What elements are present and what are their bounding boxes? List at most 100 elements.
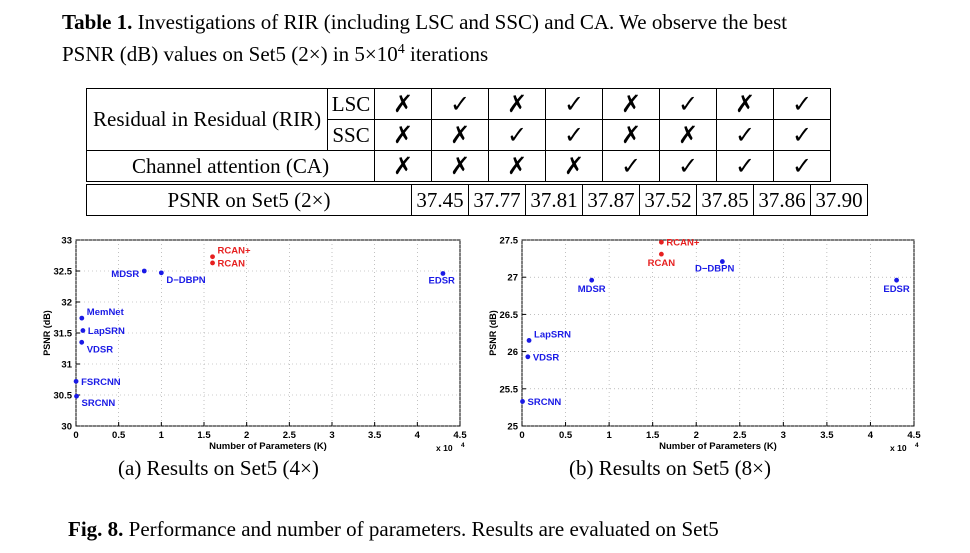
x-multiplier-label: x 10	[436, 443, 453, 453]
x-tick-label: 3	[781, 430, 786, 441]
data-point-label: LapSRN	[534, 329, 571, 340]
ssc-row: SSC ✗ ✗ ✓ ✓ ✗ ✗ ✓ ✓	[87, 119, 832, 151]
table-caption: Table 1. Investigations of RIR (includin…	[62, 8, 942, 68]
psnr-cell: 37.81	[525, 184, 583, 216]
psnr-cell: 37.90	[810, 184, 868, 216]
figure-caption: Fig. 8. Performance and number of parame…	[68, 517, 719, 542]
ssc-label: SSC	[327, 119, 376, 151]
lsc-label: LSC	[327, 88, 376, 120]
x-tick-label: 3.5	[368, 430, 382, 441]
ssc-cell: ✗	[374, 119, 433, 151]
data-point-label: D−DBPN	[166, 275, 205, 286]
y-tick-label: 25.5	[500, 384, 519, 395]
data-point	[210, 260, 215, 266]
psnr-cell: 37.85	[696, 184, 754, 216]
data-point-label: MDSR	[578, 284, 606, 295]
ssc-cell: ✓	[773, 119, 832, 151]
ca-cell: ✓	[659, 150, 718, 182]
x-multiplier-exponent: 4	[461, 442, 465, 449]
x-tick-label: 2	[694, 430, 699, 441]
data-point	[526, 338, 532, 343]
x-tick-label: 0.5	[112, 430, 126, 441]
data-point-label: RCAN	[648, 258, 676, 269]
data-point-label: EDSR	[429, 275, 456, 286]
data-point-label: RCAN+	[218, 246, 251, 257]
y-axis-label: PSNR (dB)	[488, 310, 498, 356]
lsc-cell: ✓	[431, 88, 490, 120]
x-tick-label: 0	[519, 430, 524, 441]
data-point-label: D−DBPN	[695, 264, 734, 275]
lsc-cell: ✓	[659, 88, 718, 120]
psnr-cell: 37.45	[411, 184, 469, 216]
scatter-plot-set5-4x: 0 0.5 1 1.5 2 2.5 3 3.5 4 4.53030.53131.53232.533…	[42, 236, 467, 454]
data-point-label: VDSR	[87, 344, 114, 355]
ssc-cell: ✓	[716, 119, 775, 151]
x-tick-label: 4.5	[453, 430, 467, 441]
x-axis-label: Number of Parameters (K)	[209, 441, 327, 452]
y-tick-label: 27	[507, 273, 518, 284]
psnr-cell: 37.52	[639, 184, 697, 216]
ca-cell: ✗	[545, 150, 604, 182]
data-point	[719, 259, 725, 264]
y-tick-label: 27.5	[500, 236, 519, 247]
table-caption-label: Table 1.	[62, 10, 133, 34]
data-point-label: SRCNN	[528, 397, 562, 408]
y-tick-label: 30	[61, 422, 72, 433]
data-point	[158, 270, 164, 276]
data-point	[658, 251, 664, 257]
x-tick-label: 4.5	[907, 430, 921, 441]
y-tick-label: 32	[61, 298, 72, 309]
lsc-cell: ✗	[374, 88, 433, 120]
data-point	[894, 277, 899, 283]
psnr-table: PSNR on Set5 (2×) 37.45 37.77 37.81 37.8…	[86, 184, 868, 216]
data-point	[658, 239, 664, 245]
figure-caption-text: Performance and number of parameters. Re…	[128, 517, 719, 541]
data-point-label: RCAN+	[666, 238, 699, 249]
y-tick-label: 32.5	[54, 267, 73, 278]
y-tick-label: 26.5	[500, 310, 519, 321]
data-point	[79, 339, 85, 345]
table-caption-sup: 4	[397, 42, 405, 57]
x-tick-label: 3.5	[820, 430, 834, 441]
data-point-label: SRCNN	[82, 398, 116, 409]
data-point-label: FSRCNN	[81, 377, 121, 388]
table-caption-line2-end: iterations	[404, 42, 489, 66]
ssc-cell: ✗	[659, 119, 718, 151]
y-tick-label: 33	[61, 236, 72, 247]
psnr-cell: 37.77	[468, 184, 526, 216]
y-tick-label: 25	[507, 422, 518, 433]
data-point-label: MemNet	[87, 307, 125, 318]
ca-cell: ✗	[431, 150, 490, 182]
x-tick-label: 2.5	[733, 430, 747, 441]
lsc-cell: ✗	[488, 88, 547, 120]
data-point-label: EDSR	[883, 284, 910, 295]
data-point-label: RCAN	[218, 258, 246, 269]
lsc-cell: ✓	[545, 88, 604, 120]
lsc-row: Residual in Residual (RIR) LSC ✗ ✓ ✗ ✓ ✗…	[85, 88, 832, 151]
data-point	[520, 399, 525, 404]
x-tick-label: 3	[329, 430, 334, 441]
subcaption-a: (a) Results on Set5 (4×)	[118, 456, 319, 480]
y-tick-label: 31	[61, 360, 72, 371]
y-tick-label: 26	[507, 347, 518, 358]
ssc-cell: ✓	[545, 119, 604, 151]
rir-label: Residual in Residual (RIR)	[85, 88, 329, 151]
data-point	[210, 254, 215, 260]
x-tick-label: 4	[868, 430, 874, 441]
data-point	[440, 271, 446, 276]
psnr-label: PSNR on Set5 (2×)	[86, 184, 412, 216]
psnr-row: PSNR on Set5 (2×) 37.45 37.77 37.81 37.8…	[86, 184, 868, 216]
x-tick-label: 2.5	[283, 430, 297, 441]
ssc-cell: ✓	[488, 119, 547, 151]
data-point	[80, 328, 86, 333]
x-tick-label: 1.5	[646, 430, 660, 441]
scatter-plot-set5-8x: 0 0.5 1 1.5 2 2.5 3 3.5 4 4.52525.52626.52727.5Nu…	[488, 236, 921, 454]
y-tick-label: 30.5	[54, 391, 73, 402]
data-point-label: VDSR	[533, 352, 560, 363]
data-point	[589, 277, 595, 283]
y-axis-label: PSNR (dB)	[42, 310, 52, 356]
lsc-cell: ✗	[716, 88, 775, 120]
data-point	[525, 354, 531, 360]
ablation-table: Residual in Residual (RIR) LSC ✗ ✓ ✗ ✓ ✗…	[85, 88, 832, 182]
data-point	[79, 315, 85, 321]
